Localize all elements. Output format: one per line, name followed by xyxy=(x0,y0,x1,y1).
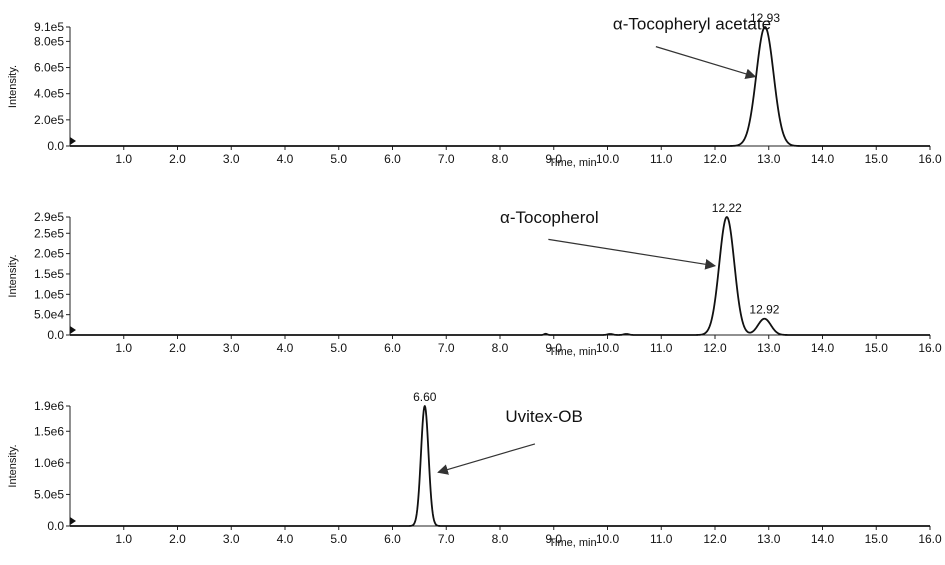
y-axis-label: Intensity. xyxy=(7,254,19,297)
annotation-arrow xyxy=(655,46,757,80)
y-tick-label: 9.1e5 xyxy=(34,20,64,34)
x-tick-label: 16.0 xyxy=(918,341,942,355)
x-tick-label: 14.0 xyxy=(811,341,835,355)
annotation-arrow xyxy=(548,238,717,270)
y-tick-label: 2.5e5 xyxy=(34,226,64,240)
chart-panel-3: 1.0 2.0 3.0 4.0 5.0 6.0 7.0 8.0 9.0 10.0 11.0 12.0 1… xyxy=(7,390,942,549)
y-tick-label: 2.9e5 xyxy=(34,210,64,224)
x-tick-label: 13.0 xyxy=(757,532,781,546)
x-tick-label: 13.0 xyxy=(757,341,781,355)
y-tick-label: 1.5e5 xyxy=(34,267,64,281)
chart-panel-1: 1.0 2.0 3.0 4.0 5.0 6.0 7.0 8.0 9.0 10.0 11.0 12.0 1… xyxy=(7,11,942,169)
x-tick-label: 12.0 xyxy=(703,152,727,166)
x-tick-label: 6.0 xyxy=(384,341,401,355)
y-axis-label: Intensity. xyxy=(7,444,19,487)
x-tick-label: 5.0 xyxy=(330,341,347,355)
x-axis-label: Time, min xyxy=(549,537,597,549)
x-tick-label: 9.0 xyxy=(545,532,562,546)
axis-break-marker xyxy=(70,517,76,525)
chromatogram-trace xyxy=(69,216,931,336)
peak-label: 12.92 xyxy=(749,303,779,317)
x-tick-label: 8.0 xyxy=(492,152,509,166)
y-tick-label: 0.0 xyxy=(47,519,64,533)
x-tick-label: 5.0 xyxy=(330,152,347,166)
y-tick-label: 6.0e5 xyxy=(34,61,64,75)
x-tick-label: 16.0 xyxy=(918,152,942,166)
compound-annotation: α-Tocopheryl acetate xyxy=(613,15,771,34)
y-tick-label: 5.0e5 xyxy=(34,487,64,501)
x-tick-label: 2.0 xyxy=(169,341,186,355)
x-tick-label: 2.0 xyxy=(169,152,186,166)
x-tick-label: 15.0 xyxy=(865,341,889,355)
x-tick-label: 16.0 xyxy=(918,532,942,546)
x-tick-label: 15.0 xyxy=(865,532,889,546)
x-tick-label: 4.0 xyxy=(277,341,294,355)
y-tick-label: 0.0 xyxy=(47,328,64,342)
x-tick-label: 11.0 xyxy=(650,152,673,166)
y-tick-label: 4.0e5 xyxy=(34,87,64,101)
x-tick-label: 1.0 xyxy=(115,341,132,355)
peak-label: 12.22 xyxy=(712,201,742,215)
x-tick-label: 9.0 xyxy=(545,341,562,355)
x-tick-label: 3.0 xyxy=(223,152,240,166)
x-tick-label: 6.0 xyxy=(384,152,401,166)
x-tick-label: 12.0 xyxy=(703,341,727,355)
x-tick-label: 5.0 xyxy=(330,532,347,546)
x-tick-label: 4.0 xyxy=(277,152,294,166)
compound-annotation: α-Tocopherol xyxy=(500,208,599,227)
annotation-arrow xyxy=(437,443,536,475)
x-tick-label: 10.0 xyxy=(596,532,620,546)
x-tick-label: 7.0 xyxy=(438,152,455,166)
compound-annotation: Uvitex-OB xyxy=(505,407,582,426)
y-tick-label: 2.0e5 xyxy=(34,247,64,261)
x-tick-label: 7.0 xyxy=(438,341,455,355)
y-tick-label: 1.5e6 xyxy=(34,424,64,438)
x-tick-label: 8.0 xyxy=(492,341,509,355)
x-tick-label: 3.0 xyxy=(223,532,240,546)
y-tick-label: 2.0e5 xyxy=(34,113,64,127)
y-tick-label: 1.0e6 xyxy=(34,456,64,470)
x-tick-label: 14.0 xyxy=(811,532,835,546)
x-tick-label: 12.0 xyxy=(703,532,727,546)
chromatogram-trace xyxy=(69,405,931,527)
x-tick-label: 15.0 xyxy=(865,152,889,166)
x-tick-label: 8.0 xyxy=(492,532,509,546)
x-tick-label: 14.0 xyxy=(811,152,835,166)
peak-label: 6.60 xyxy=(413,390,437,404)
x-tick-label: 11.0 xyxy=(650,341,673,355)
y-tick-label: 1.9e6 xyxy=(34,399,64,413)
y-tick-label: 8.0e5 xyxy=(34,34,64,48)
x-tick-label: 1.0 xyxy=(115,532,132,546)
x-tick-label: 3.0 xyxy=(223,341,240,355)
x-tick-label: 4.0 xyxy=(277,532,294,546)
axis-break-marker xyxy=(70,326,76,334)
x-axis-label: Time, min xyxy=(549,157,597,169)
axis-break-marker xyxy=(70,137,76,145)
x-tick-label: 6.0 xyxy=(384,532,401,546)
x-tick-label: 9.0 xyxy=(545,152,562,166)
x-tick-label: 11.0 xyxy=(650,532,673,546)
peak-label: 12.93 xyxy=(750,11,780,25)
y-tick-label: 5.0e4 xyxy=(34,308,64,322)
x-tick-label: 10.0 xyxy=(596,341,620,355)
x-axis-label: Time, min xyxy=(549,346,597,358)
chromatogram-trace xyxy=(69,26,931,147)
x-tick-label: 13.0 xyxy=(757,152,781,166)
x-tick-label: 7.0 xyxy=(438,532,455,546)
y-tick-label: 0.0 xyxy=(47,139,64,153)
chart-panel-2: 1.0 2.0 3.0 4.0 5.0 6.0 7.0 8.0 9.0 10.0 11.0 12.0 1… xyxy=(7,201,942,358)
x-tick-label: 10.0 xyxy=(596,152,620,166)
x-tick-label: 1.0 xyxy=(115,152,132,166)
x-tick-label: 2.0 xyxy=(169,532,186,546)
y-tick-label: 1.0e5 xyxy=(34,287,64,301)
y-axis-label: Intensity. xyxy=(7,65,19,108)
